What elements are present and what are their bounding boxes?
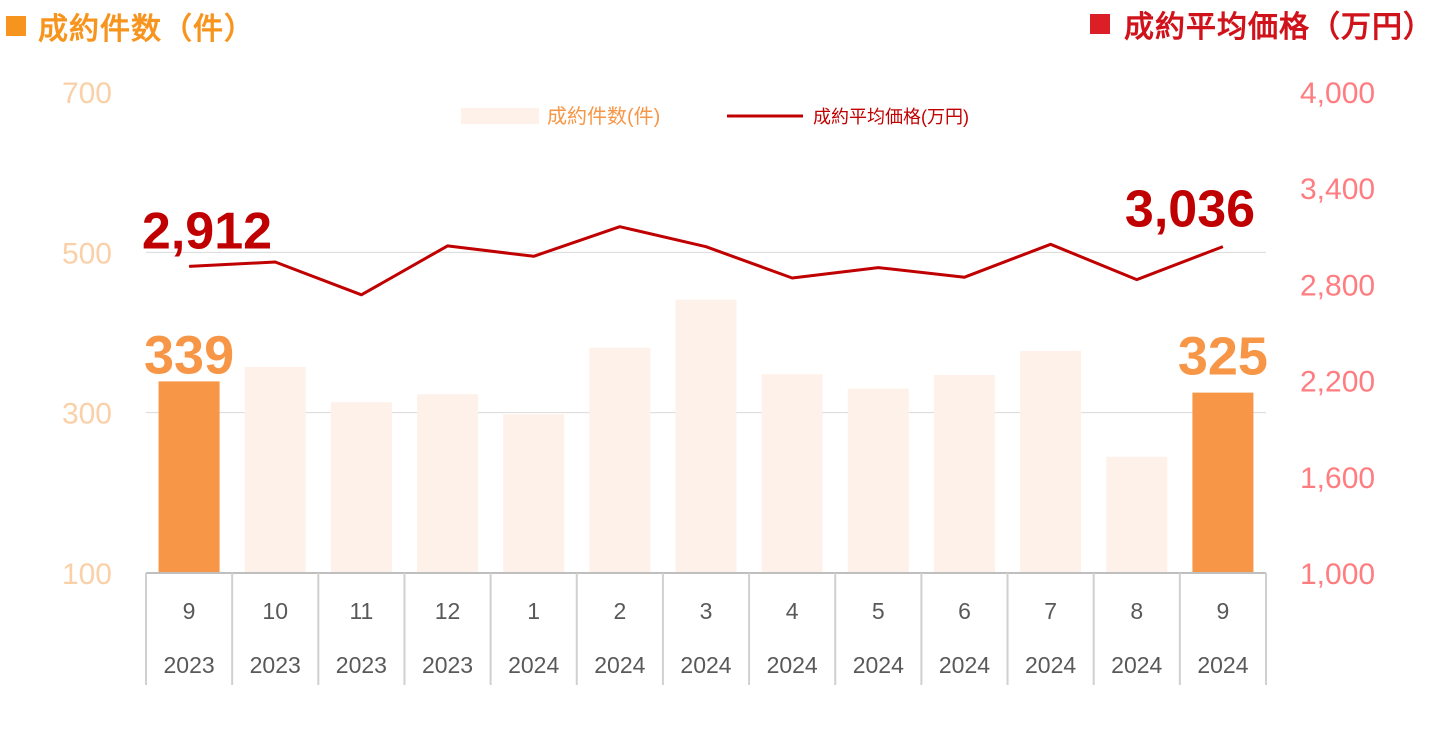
right-axis-title-text: 成約平均価格（万円） xyxy=(1124,11,1434,44)
right-axis-tick-label: 4,000 xyxy=(1300,77,1375,110)
line-label-first: 2,912 xyxy=(142,202,272,260)
x-tick-month: 5 xyxy=(872,598,885,624)
right-axis-tick-label: 1,600 xyxy=(1300,462,1375,495)
x-tick-month: 11 xyxy=(349,598,373,624)
x-tick-year: 2024 xyxy=(508,652,559,678)
x-tick-month: 7 xyxy=(1044,598,1057,624)
right-axis-tick-label: 3,400 xyxy=(1300,173,1375,206)
right-axis-tick-label: 2,200 xyxy=(1300,366,1375,399)
x-tick-month: 9 xyxy=(183,598,196,624)
x-tick-year: 2024 xyxy=(680,652,731,678)
x-tick-month: 1 xyxy=(527,598,540,624)
right-axis-title: 成約平均価格（万円） xyxy=(1090,2,1434,46)
x-tick-month: 6 xyxy=(958,598,971,624)
left-axis-tick-label: 100 xyxy=(62,558,112,591)
orange-square-icon xyxy=(6,16,26,36)
x-tick-year: 2024 xyxy=(853,652,904,678)
bar xyxy=(675,299,737,573)
right-axis-tick-label: 1,000 xyxy=(1300,558,1375,591)
bar xyxy=(330,402,392,573)
line-label-last: 3,036 xyxy=(1125,181,1255,239)
bar xyxy=(847,388,909,573)
left-axis-tick-label: 700 xyxy=(62,77,112,110)
legend: 成約件数(件) 成約平均価格(万円) xyxy=(461,105,969,128)
price-line xyxy=(189,225,1224,297)
x-tick-year: 2024 xyxy=(939,652,990,678)
x-tick-year: 2023 xyxy=(250,652,301,678)
legend-bar-label: 成約件数(件) xyxy=(547,105,660,128)
left-axis: 100 300 500 700 xyxy=(62,77,112,591)
legend-bar-swatch xyxy=(461,108,539,124)
x-tick-year: 2024 xyxy=(594,652,645,678)
bar xyxy=(1192,392,1254,573)
bar-label-last: 325 xyxy=(1178,327,1268,387)
right-axis: 1,000 1,600 2,200 2,800 3,400 4,000 xyxy=(1300,77,1375,591)
left-axis-tick-label: 500 xyxy=(62,237,112,270)
right-axis-tick-label: 2,800 xyxy=(1300,269,1375,302)
x-axis: 9 2023 10 2023 11 2023 12 2023 1 2024 2 2024 3 2024 4 2… xyxy=(145,572,1267,685)
left-axis-tick-label: 300 xyxy=(62,398,112,431)
x-tick-year: 2024 xyxy=(1111,652,1162,678)
x-tick-month: 9 xyxy=(1217,598,1230,624)
bar xyxy=(244,366,306,573)
left-axis-title-text: 成約件数（件） xyxy=(38,13,255,46)
x-tick-month: 10 xyxy=(262,598,288,624)
x-tick-year: 2023 xyxy=(163,652,214,678)
bar-series xyxy=(158,299,1254,573)
bar xyxy=(417,394,479,573)
bar xyxy=(158,381,220,573)
x-tick-year: 2024 xyxy=(767,652,818,678)
x-tick-month: 3 xyxy=(700,598,713,624)
x-tick-year: 2023 xyxy=(336,652,387,678)
bar xyxy=(933,374,995,573)
left-axis-title: 成約件数（件） xyxy=(6,4,255,48)
x-tick-month: 2 xyxy=(613,598,626,624)
x-tick-month: 8 xyxy=(1130,598,1143,624)
red-square-icon xyxy=(1090,14,1110,34)
x-tick-month: 4 xyxy=(786,598,799,624)
bar xyxy=(589,347,651,573)
bar xyxy=(761,374,823,573)
x-tick-month: 12 xyxy=(435,598,461,624)
bar xyxy=(1106,456,1168,573)
x-tick-year: 2023 xyxy=(422,652,473,678)
legend-line-label: 成約平均価格(万円) xyxy=(813,107,969,127)
bar-label-first: 339 xyxy=(144,325,234,385)
x-tick-year: 2024 xyxy=(1197,652,1248,678)
bar xyxy=(503,414,565,573)
bar xyxy=(1020,350,1082,573)
x-tick-year: 2024 xyxy=(1025,652,1076,678)
data-labels: 339 325 2,912 3,036 xyxy=(142,181,1268,387)
line-series xyxy=(188,225,1224,297)
